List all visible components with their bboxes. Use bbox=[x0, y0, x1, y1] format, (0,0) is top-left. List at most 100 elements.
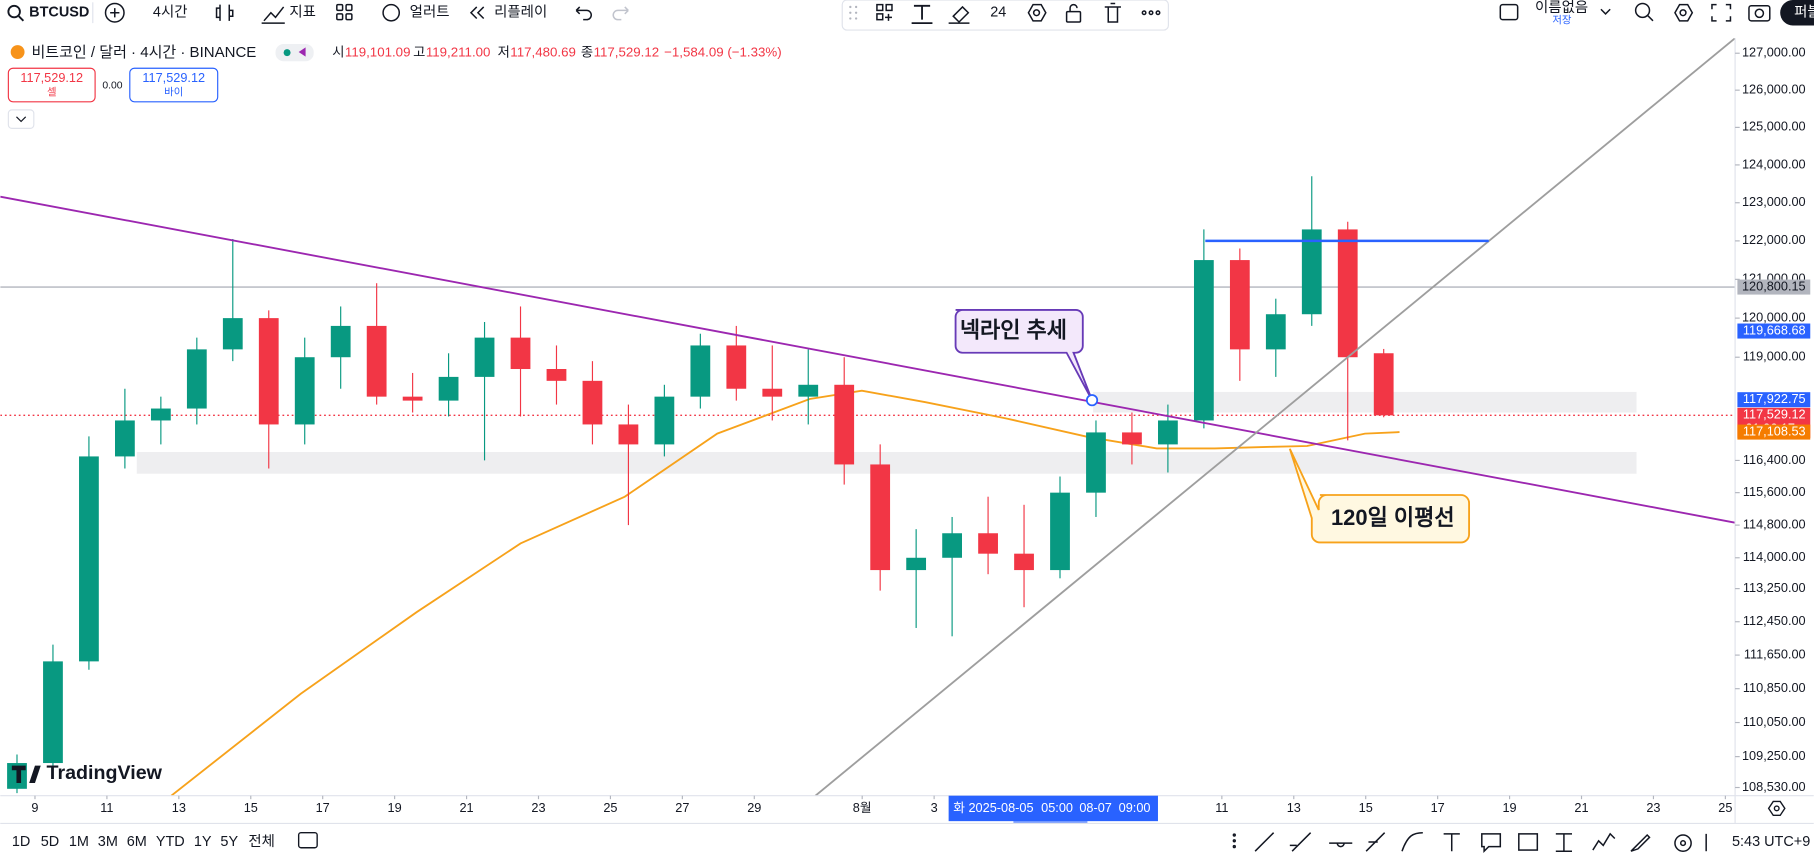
collapse-icon bbox=[16, 116, 27, 123]
indicators[interactable]: 지표 bbox=[289, 4, 316, 21]
x-tick-label: 27 bbox=[675, 800, 689, 815]
floating-icons[interactable] bbox=[876, 2, 1161, 25]
x-tick-label: 21 bbox=[1574, 800, 1588, 815]
candle-body bbox=[1086, 432, 1106, 493]
x-tick-label: 11 bbox=[1215, 800, 1228, 815]
moving-average bbox=[170, 389, 1400, 796]
open-label: 시 bbox=[332, 45, 344, 60]
candle-body bbox=[1050, 492, 1070, 571]
replay[interactable]: 리플레이 bbox=[494, 4, 547, 21]
axis-settings[interactable] bbox=[1767, 800, 1786, 817]
candle-body bbox=[43, 661, 63, 764]
candle-body bbox=[510, 337, 531, 370]
sell-button[interactable] bbox=[7, 67, 96, 103]
candle-body bbox=[1337, 229, 1358, 358]
range-button[interactable]: 3M bbox=[98, 834, 118, 850]
buy-price[interactable]: 117,529.12 bbox=[142, 70, 205, 85]
chart-type[interactable] bbox=[215, 4, 234, 21]
x-tick-label: 25 bbox=[603, 800, 617, 815]
annotations: 넥라인 추세 120일 이평선 bbox=[954, 309, 1471, 544]
alert[interactable]: 얼러트 bbox=[410, 4, 450, 21]
close-label: 종 bbox=[581, 45, 593, 60]
alert-icon[interactable] bbox=[382, 3, 401, 22]
redo[interactable] bbox=[612, 6, 629, 21]
layout-name[interactable]: 이름없음 bbox=[1535, 0, 1588, 16]
drag-handle[interactable] bbox=[849, 5, 858, 20]
buy-button[interactable] bbox=[129, 67, 219, 103]
candle-body bbox=[474, 337, 495, 377]
legend: 비트코인 / 달러 · 4시간 · BINANCE 시 119,101.09 고… bbox=[7, 43, 782, 129]
candle-body bbox=[186, 349, 207, 409]
candle-body bbox=[546, 369, 567, 381]
price-label-box bbox=[1737, 392, 1811, 408]
indicators-icon[interactable] bbox=[261, 6, 285, 24]
right-icons[interactable] bbox=[1634, 2, 1771, 22]
date-range-icon[interactable] bbox=[297, 832, 318, 849]
change-value: −1,584.09 (−1.33%) bbox=[664, 45, 782, 60]
callout-anchor[interactable] bbox=[1085, 394, 1099, 407]
buy-label[interactable]: 바이 bbox=[164, 86, 183, 98]
x-tick-label: 8월 bbox=[853, 800, 872, 815]
bottom-bar: 5:43 UTC+9 1D 5D 1M 3M 6M YTD 1Y 5Y 전체 bbox=[12, 831, 1810, 854]
x-tick-label: 3 bbox=[931, 800, 938, 815]
drawing-tools[interactable] bbox=[1232, 831, 1707, 854]
search-icon-handle bbox=[18, 15, 25, 22]
ma-callout[interactable] bbox=[1288, 448, 1471, 544]
candle-body bbox=[438, 376, 459, 401]
range-button[interactable]: 1Y bbox=[194, 834, 212, 850]
symbol[interactable]: BTCUSD bbox=[29, 5, 89, 21]
y-tick-label: 110,050.00 bbox=[1743, 714, 1806, 729]
y-tick-label: 127,000.00 bbox=[1742, 45, 1806, 60]
search-icon[interactable] bbox=[7, 4, 21, 19]
x-tick-label: 23 bbox=[1646, 800, 1660, 815]
legend-badge[interactable] bbox=[275, 43, 314, 62]
y-tick-label: 111,650.00 bbox=[1744, 646, 1806, 661]
x-tick-label: 19 bbox=[1503, 800, 1517, 815]
ohlc: 시 119,101.09 고 119,211.00 저 117,480.69 종… bbox=[332, 45, 781, 60]
undo[interactable] bbox=[575, 6, 592, 21]
candle-body bbox=[79, 456, 99, 662]
coin-icon bbox=[10, 45, 25, 59]
add-symbol[interactable] bbox=[104, 2, 125, 23]
x-tick-label: 11 bbox=[100, 800, 113, 815]
publish-button[interactable] bbox=[1780, 0, 1814, 26]
range-button[interactable]: 5Y bbox=[220, 834, 238, 850]
layout-menu[interactable] bbox=[1600, 8, 1611, 15]
candle-body bbox=[798, 384, 819, 397]
collapse-button[interactable] bbox=[7, 109, 35, 129]
price-label: 117,922.75 bbox=[1743, 391, 1806, 406]
candle-body bbox=[402, 396, 423, 401]
open-value: 119,101.09 bbox=[345, 45, 411, 60]
range-button[interactable]: YTD bbox=[156, 834, 185, 850]
candle-body bbox=[978, 533, 998, 554]
layout-icon[interactable] bbox=[1499, 3, 1519, 21]
range-button[interactable]: 1M bbox=[69, 834, 89, 850]
publish[interactable]: 퍼블 bbox=[1794, 4, 1814, 21]
y-tick-label: 113,250.00 bbox=[1743, 580, 1806, 595]
price-label: 117,529.12 bbox=[1743, 407, 1806, 422]
y-tick-label: 123,000.00 bbox=[1742, 194, 1806, 209]
font-size[interactable]: 24 bbox=[990, 5, 1006, 21]
candle-body bbox=[1158, 420, 1178, 445]
range-button[interactable]: 6M bbox=[127, 834, 147, 850]
candle-body bbox=[1014, 553, 1034, 571]
templates[interactable] bbox=[336, 3, 353, 21]
save-status[interactable]: 저장 bbox=[1552, 15, 1572, 27]
range-button[interactable]: 5D bbox=[41, 834, 59, 850]
x-tick-label: 17 bbox=[316, 800, 330, 815]
interval[interactable]: 4시간 bbox=[153, 4, 188, 21]
x-tick-label: 13 bbox=[1287, 800, 1301, 815]
candle-body bbox=[1373, 353, 1394, 416]
logo-text: TradingView bbox=[47, 762, 163, 784]
x-tick-label: 29 bbox=[747, 800, 761, 815]
x-tick-label: 21 bbox=[459, 800, 473, 815]
sell-price[interactable]: 117,529.12 bbox=[20, 70, 83, 85]
spread: 0.00 bbox=[102, 80, 122, 91]
sell-label[interactable]: 셀 bbox=[47, 86, 57, 98]
range-button[interactable]: 1D bbox=[12, 834, 30, 850]
replay-icon[interactable] bbox=[469, 6, 485, 20]
range-button[interactable]: 전체 bbox=[248, 833, 275, 850]
candle-body bbox=[294, 357, 315, 425]
y-tick-label: 114,800.00 bbox=[1743, 516, 1806, 531]
y-tick-label: 112,450.00 bbox=[1743, 613, 1806, 628]
